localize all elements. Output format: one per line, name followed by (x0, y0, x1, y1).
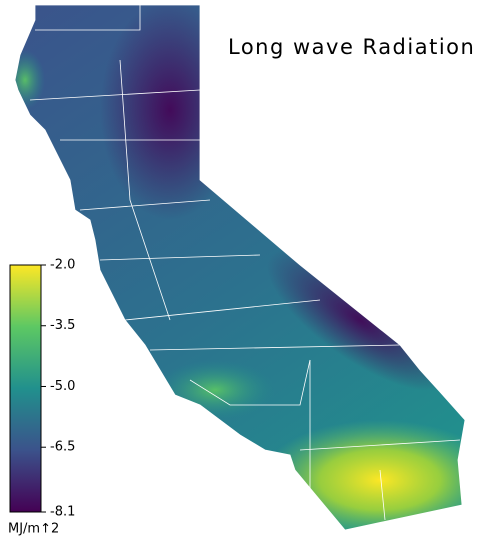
colorbar-tick-label: -5.0 (50, 379, 75, 394)
colorbar-tick-label: -8.1 (50, 505, 75, 520)
colorbar (9, 264, 42, 513)
colorbar-tick-label: -6.5 (50, 440, 75, 455)
state-outline (14, 4, 466, 531)
colorbar-unit: MJ/m↑2 (8, 522, 59, 537)
colorbar-tick-label: -3.5 (50, 318, 75, 333)
colorbar-tick-label: -2.0 (50, 258, 75, 273)
county-lines (29, 5, 461, 521)
map-title: Long wave Radiation (228, 35, 475, 59)
